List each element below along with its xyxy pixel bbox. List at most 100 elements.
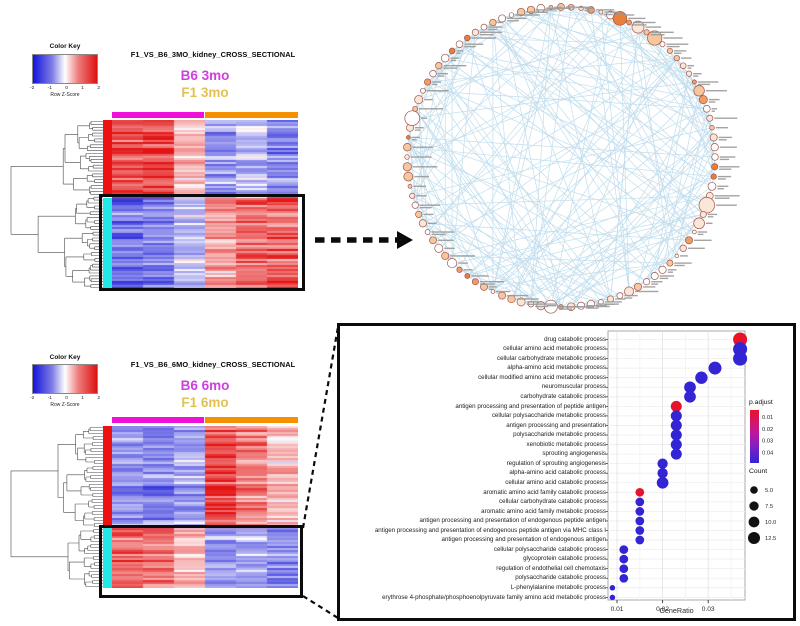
color-key-tick: -2: [30, 396, 35, 401]
network-node: [429, 236, 437, 245]
network-circular-plot: [402, 3, 740, 314]
network-node: [456, 266, 463, 273]
network-node: [441, 251, 450, 260]
network-node: [633, 282, 643, 291]
dotplot-term-label: aromatic amino acid family catabolic pro…: [483, 488, 606, 496]
network-node: [706, 114, 714, 122]
network-node: [409, 192, 416, 199]
network-node: [631, 20, 645, 34]
dotplot-term-label: cellular amino acid catabolic process: [505, 478, 606, 486]
dotplot-term-label: aromatic amino acid family metabolic pro…: [481, 507, 606, 515]
network-node: [685, 70, 693, 77]
network-node: [709, 125, 715, 131]
row-dendrogram: [10, 121, 103, 288]
column-group-bar-b6: [112, 112, 204, 118]
dotplot-term-label: neuromuscular process: [541, 383, 606, 391]
network-node: [658, 265, 667, 274]
network-node: [698, 95, 708, 105]
color-key-axis-label: Row Z-Score: [50, 92, 80, 98]
dotplot-term-label: erythrose 4-phosphate/phosphoenolpyruvat…: [382, 593, 606, 601]
network-node: [464, 273, 471, 279]
color-key-axis-label: Row Z-Score: [50, 402, 80, 408]
network-node: [402, 162, 412, 172]
network-node: [471, 28, 479, 36]
cluster-highlight-box: [99, 194, 305, 291]
dotplot-term-label: alpha-amino acid metabolic process: [507, 364, 606, 372]
network-node: [414, 95, 424, 105]
network-node: [692, 229, 697, 235]
group-label-f1: F1 3mo: [181, 85, 229, 100]
network-node: [508, 12, 515, 18]
network-node: [424, 229, 431, 235]
network-node: [447, 258, 458, 269]
row-dendrogram: [10, 427, 103, 587]
network-node: [415, 210, 423, 218]
network-node: [577, 301, 586, 310]
network-node: [406, 135, 411, 140]
network-node: [448, 47, 456, 55]
column-group-bar-f1: [205, 417, 298, 423]
network-node: [698, 197, 715, 214]
dotplot-term-label: drug catabolic process: [544, 335, 606, 343]
color-key-tick: 2: [97, 86, 100, 91]
count-legend-title: Count: [749, 468, 768, 475]
network-node: [489, 18, 497, 27]
network-node: [679, 244, 687, 252]
heatmap-cells: [112, 120, 298, 289]
network-node: [404, 154, 410, 160]
network-node: [404, 110, 420, 126]
network-node: [691, 79, 697, 85]
color-key-tick: -2: [30, 86, 35, 91]
network-node: [707, 181, 717, 191]
dotplot-term-label: cellular carbohydrate catabolic process: [499, 498, 606, 506]
dotplot-term-label: cellular polysaccharide catabolic proces…: [493, 545, 606, 553]
column-group-bar-b6: [112, 417, 204, 423]
network-node: [440, 53, 450, 63]
network-node: [464, 34, 471, 42]
network-node: [685, 236, 693, 245]
network-node: [643, 278, 651, 286]
network-node: [480, 23, 488, 31]
network-node: [516, 297, 526, 307]
network-node: [429, 70, 437, 78]
color-key-gradient: [32, 54, 98, 84]
network-node: [490, 289, 496, 294]
network-node: [435, 62, 443, 70]
color-key-tick: 0: [65, 86, 68, 91]
network-node: [666, 47, 673, 54]
cluster-highlight-box: [99, 525, 303, 598]
network-node: [674, 253, 679, 259]
dotplot-term-label: xenobiotic metabolic process: [526, 440, 606, 448]
network-node: [536, 4, 546, 13]
network-node: [412, 105, 419, 112]
color-key-ticks: -2 -1 0 1 2: [30, 86, 100, 91]
network-node: [703, 105, 711, 113]
dotplot-term-label: antigen processing and presentation of e…: [419, 517, 606, 525]
network-node: [403, 171, 414, 182]
dotplot-term-label: antigen processing and presentation of e…: [441, 536, 606, 544]
dotplot-term-label: polysaccharide metabolic process: [513, 431, 606, 439]
dotplot-term-label: carbohydrate catabolic process: [520, 393, 606, 400]
network-node: [709, 133, 718, 142]
color-key-tick: -1: [47, 86, 52, 91]
network-node: [612, 11, 628, 26]
color-key-tick: 1: [81, 86, 84, 91]
dotplot-term-label: cellular modified amino acid metabolic p…: [478, 373, 606, 381]
zoom-connector-top: [301, 326, 340, 529]
heatmap-title: F1_VS_B6_6MO_kidney_CROSS_SECTIONAL: [130, 360, 296, 369]
padjust-legend-title: p.adjust: [749, 399, 773, 406]
color-key-tick: -1: [47, 396, 52, 401]
dotplot-term-label: antigen processing and presentation: [506, 421, 606, 429]
dotplot-term-label: regulation of sprouting angiogenesis: [506, 459, 606, 467]
network-node: [403, 143, 412, 152]
network-node: [411, 201, 419, 209]
group-label-b6: B6 6mo: [180, 378, 230, 393]
network-node: [598, 9, 604, 15]
x-axis-title: GeneRatio: [659, 606, 694, 615]
network-nodes: [402, 3, 719, 314]
network-node: [498, 291, 507, 300]
network-node: [679, 62, 687, 69]
network-node: [407, 183, 413, 189]
network-node: [434, 243, 444, 253]
